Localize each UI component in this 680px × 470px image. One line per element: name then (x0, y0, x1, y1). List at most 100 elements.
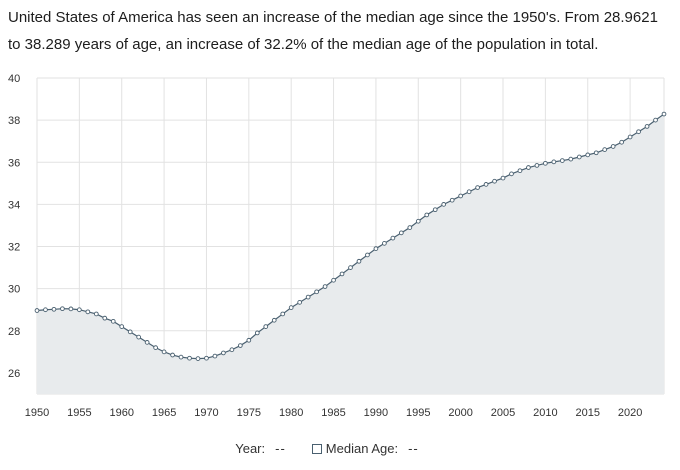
median-age-readout-label: Median Age: (325, 441, 399, 456)
data-point[interactable] (178, 354, 184, 360)
y-tick-label: 28 (8, 326, 20, 338)
data-point[interactable] (85, 309, 91, 315)
data-point[interactable] (509, 171, 514, 177)
data-point[interactable] (500, 175, 506, 181)
data-point[interactable] (77, 307, 82, 313)
data-point[interactable] (551, 159, 557, 165)
x-tick-label: 2005 (491, 407, 515, 419)
data-point[interactable] (51, 306, 57, 312)
data-point[interactable] (475, 185, 480, 190)
data-point[interactable] (356, 258, 362, 264)
data-point[interactable] (619, 139, 624, 145)
data-point[interactable] (636, 129, 641, 135)
median-age-readout-value: -- (408, 441, 419, 456)
data-point[interactable] (322, 284, 328, 289)
y-tick-label: 36 (8, 157, 20, 169)
data-point[interactable] (153, 345, 158, 350)
y-tick-label: 26 (8, 368, 20, 380)
data-point[interactable] (593, 150, 599, 156)
data-point[interactable] (517, 168, 523, 174)
data-point[interactable] (390, 235, 396, 241)
x-tick-label: 1990 (364, 407, 388, 419)
data-point[interactable] (432, 207, 438, 213)
data-point[interactable] (93, 311, 99, 317)
x-tick-label: 1965 (152, 407, 176, 419)
y-axis-ticks: 26 28 30 32 34 36 38 40 (8, 73, 20, 380)
data-point[interactable] (161, 349, 167, 355)
data-point[interactable] (221, 350, 226, 356)
data-point[interactable] (441, 202, 447, 207)
data-point[interactable] (288, 305, 294, 310)
data-point[interactable] (271, 317, 277, 323)
data-point[interactable] (492, 178, 497, 184)
data-point[interactable] (187, 355, 192, 361)
data-point[interactable] (365, 252, 370, 258)
data-point[interactable] (398, 230, 404, 236)
data-point[interactable] (576, 154, 582, 160)
data-point[interactable] (102, 315, 108, 321)
x-tick-label: 1995 (406, 407, 430, 419)
data-point[interactable] (314, 289, 319, 295)
data-point[interactable] (280, 311, 286, 317)
data-point[interactable] (331, 277, 336, 283)
data-point[interactable] (559, 158, 565, 163)
data-point[interactable] (339, 271, 345, 277)
year-readout-value: -- (275, 441, 286, 456)
data-point[interactable] (238, 343, 243, 348)
data-point[interactable] (585, 152, 591, 158)
x-tick-label: 1955 (67, 407, 91, 419)
data-point[interactable] (568, 156, 574, 162)
chart-legend: Year: -- Median Age: -- (0, 441, 680, 456)
x-tick-label: 1960 (109, 407, 133, 419)
data-point[interactable] (204, 355, 209, 361)
data-point[interactable] (415, 218, 421, 224)
data-point[interactable] (136, 334, 142, 340)
x-tick-label: 2020 (618, 407, 642, 419)
data-point[interactable] (212, 353, 218, 359)
data-point[interactable] (424, 212, 430, 218)
data-point[interactable] (449, 197, 455, 203)
data-point[interactable] (263, 324, 269, 329)
data-point[interactable] (466, 189, 472, 195)
data-point[interactable] (382, 241, 387, 246)
data-point[interactable] (34, 308, 40, 313)
data-point[interactable] (229, 347, 235, 353)
x-tick-label: 2000 (448, 407, 472, 419)
data-point[interactable] (60, 306, 65, 312)
x-tick-label: 2010 (533, 407, 557, 419)
data-point[interactable] (254, 330, 260, 336)
data-point[interactable] (534, 163, 540, 168)
data-point[interactable] (458, 193, 463, 199)
data-point[interactable] (653, 117, 658, 123)
data-point[interactable] (602, 147, 608, 152)
x-tick-label: 1980 (279, 407, 303, 419)
data-point[interactable] (195, 356, 201, 361)
data-point[interactable] (43, 307, 48, 313)
data-point[interactable] (610, 144, 616, 149)
data-point[interactable] (407, 225, 413, 230)
year-readout-label: Year: (235, 441, 266, 456)
data-point[interactable] (526, 165, 531, 170)
y-tick-label: 30 (8, 284, 20, 296)
data-point[interactable] (110, 318, 116, 324)
legend-item-median-age[interactable]: Median Age: -- (311, 441, 445, 456)
data-point[interactable] (348, 265, 353, 270)
data-point[interactable] (543, 160, 548, 166)
data-point[interactable] (305, 294, 311, 300)
data-point[interactable] (246, 337, 252, 343)
data-point[interactable] (119, 324, 125, 329)
area-fill (37, 114, 664, 395)
data-point[interactable] (144, 340, 150, 345)
data-point[interactable] (373, 246, 379, 251)
data-point[interactable] (127, 329, 133, 335)
point-markers[interactable] (34, 111, 667, 361)
data-point[interactable] (297, 300, 303, 305)
data-point[interactable] (627, 134, 633, 140)
data-point[interactable] (170, 352, 175, 358)
data-point[interactable] (68, 306, 74, 312)
data-point[interactable] (661, 111, 667, 117)
data-point[interactable] (644, 124, 650, 129)
data-point[interactable] (483, 182, 489, 187)
x-tick-label: 1985 (321, 407, 345, 419)
